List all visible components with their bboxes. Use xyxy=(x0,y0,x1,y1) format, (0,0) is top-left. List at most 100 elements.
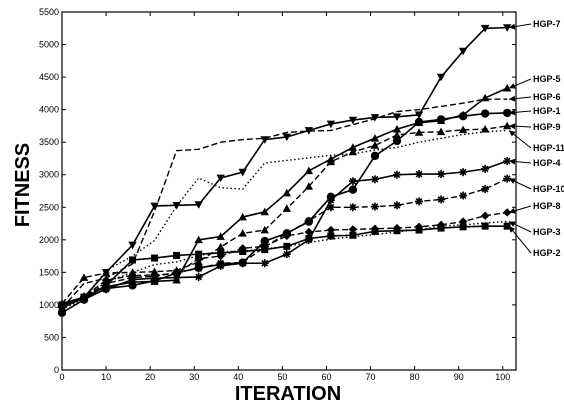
point-hgp-1 xyxy=(128,281,137,290)
legend-label: HGP-5 xyxy=(533,74,561,84)
legend-arrowhead xyxy=(509,158,516,165)
legend-entry-hgp-3: HGP-3 xyxy=(508,221,561,237)
point-hgp-8 xyxy=(150,270,159,280)
y-tick-label: 1000 xyxy=(39,300,59,310)
point-hgp-10 xyxy=(437,195,446,204)
x-tick-label: 10 xyxy=(101,372,111,382)
point-hgp-2 xyxy=(261,246,269,254)
point-hgp-9 xyxy=(370,141,380,149)
point-hgp-2 xyxy=(415,226,423,234)
point-hgp-10 xyxy=(392,201,401,210)
point-hgp-7 xyxy=(128,241,137,250)
point-hgp-1 xyxy=(480,109,490,118)
x-tick-label: 70 xyxy=(366,372,376,382)
point-hgp-8 xyxy=(194,254,203,263)
point-hgp-7 xyxy=(436,73,446,82)
star-marker-stroke xyxy=(327,196,335,204)
point-hgp-2 xyxy=(283,242,291,250)
x-tick-label: 60 xyxy=(321,372,331,382)
point-hgp-9 xyxy=(392,130,402,139)
point-hgp-9 xyxy=(79,273,89,281)
series-layer xyxy=(57,24,512,317)
x-tick-label: 20 xyxy=(145,372,155,382)
series-hgp-7 xyxy=(57,24,512,313)
legend-entry-hgp-4: HGP-4 xyxy=(508,158,561,168)
x-tick-label: 90 xyxy=(454,372,464,382)
legend-arrowhead xyxy=(509,221,516,227)
point-hgp-8 xyxy=(282,231,291,241)
point-hgp-9 xyxy=(480,124,490,133)
legend-label: HGP-7 xyxy=(533,19,561,29)
point-hgp-10 xyxy=(216,259,225,268)
point-hgp-1 xyxy=(436,115,446,124)
point-hgp-2 xyxy=(459,223,467,231)
point-hgp-1 xyxy=(458,111,468,121)
point-hgp-2 xyxy=(371,227,379,235)
point-hgp-7 xyxy=(502,24,512,32)
point-hgp-4 xyxy=(370,175,379,184)
point-hgp-8 xyxy=(348,225,358,234)
point-hgp-10 xyxy=(459,191,468,200)
point-hgp-2 xyxy=(239,248,247,256)
series-line-hgp-8 xyxy=(61,211,508,307)
point-hgp-2 xyxy=(173,251,181,259)
point-hgp-7 xyxy=(216,174,225,183)
star-marker-stroke xyxy=(393,171,401,179)
x-axis: 0 10 20 30 40 50 60 70 80 90 100 xyxy=(59,12,510,382)
legend-arrowhead xyxy=(509,83,516,89)
point-hgp-9 xyxy=(282,204,291,212)
point-hgp-8 xyxy=(480,211,490,220)
point-hgp-5 xyxy=(370,134,380,142)
point-hgp-10 xyxy=(481,185,490,194)
legend-label: HGP-3 xyxy=(533,227,561,237)
star-marker-stroke xyxy=(283,250,291,258)
point-hgp-4 xyxy=(481,164,490,173)
point-hgp-2 xyxy=(129,256,137,264)
point-hgp-8 xyxy=(326,225,336,235)
point-hgp-9 xyxy=(260,225,269,234)
point-hgp-5 xyxy=(392,124,402,133)
legend-label: HGP-4 xyxy=(533,158,561,168)
legend-arrowhead xyxy=(509,23,516,30)
point-hgp-7 xyxy=(458,47,468,56)
point-hgp-7 xyxy=(392,113,402,121)
series-hgp-9 xyxy=(57,121,512,307)
point-hgp-9 xyxy=(458,125,468,134)
star-marker-stroke xyxy=(195,273,203,281)
legend-label: HGP-10 xyxy=(533,184,564,194)
star-marker-stroke xyxy=(349,203,357,211)
y-axis: 0 500 1000 1500 2000 2500 3000 3500 4000 4500 5000… xyxy=(39,7,516,375)
legend-label: HGP-2 xyxy=(533,248,561,258)
star-marker-stroke xyxy=(393,201,401,209)
legend-entry-hgp-1: HGP-1 xyxy=(508,106,561,116)
point-hgp-4 xyxy=(348,177,357,186)
star-marker-stroke xyxy=(481,185,489,193)
point-hgp-10 xyxy=(194,264,203,273)
point-hgp-1 xyxy=(370,151,380,161)
point-hgp-1 xyxy=(260,236,269,246)
star-marker-stroke xyxy=(459,192,467,199)
legend-entry-hgp-8: HGP-8 xyxy=(508,201,561,214)
y-axis-title: FITNESS xyxy=(12,143,34,227)
point-hgp-10 xyxy=(238,258,247,267)
point-hgp-5 xyxy=(502,83,512,92)
point-hgp-4 xyxy=(282,250,291,259)
legend-entry-hgp-11: HGP-11 xyxy=(508,130,564,153)
point-hgp-2 xyxy=(349,231,357,239)
star-marker-stroke xyxy=(459,168,467,176)
x-tick-label: 30 xyxy=(189,372,199,382)
point-hgp-7 xyxy=(414,111,424,120)
point-hgp-10 xyxy=(415,197,424,206)
point-hgp-2 xyxy=(305,235,313,243)
star-marker-stroke xyxy=(481,165,489,173)
star-marker-stroke xyxy=(371,175,379,183)
star-marker-stroke xyxy=(437,196,445,203)
series-line-hgp-10 xyxy=(61,177,508,309)
legend: HGP-7 HGP-5 HGP-6 HGP-1 HGP-9 HGP-11 HGP-4 HGP-… xyxy=(508,19,564,258)
star-marker-stroke xyxy=(415,198,423,205)
point-hgp-4 xyxy=(392,170,401,179)
point-hgp-9 xyxy=(101,268,111,277)
legend-arrowhead xyxy=(509,95,516,102)
series-hgp-8 xyxy=(57,208,512,311)
point-hgp-5 xyxy=(348,143,358,151)
